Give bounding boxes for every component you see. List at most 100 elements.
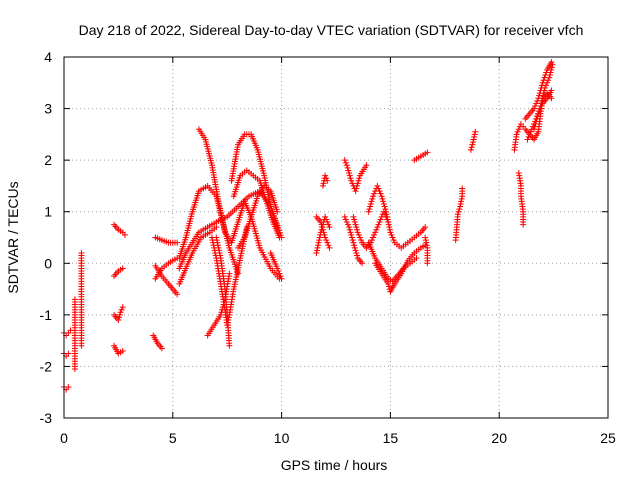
data-point	[350, 239, 357, 246]
data-point	[342, 216, 349, 223]
data-point	[323, 237, 330, 244]
data-point	[158, 345, 165, 352]
data-point	[383, 211, 390, 218]
data-point	[458, 198, 465, 205]
series-track-08	[111, 304, 126, 324]
data-point	[541, 87, 548, 94]
data-point	[355, 231, 362, 238]
y-tick-label: -3	[40, 410, 53, 426]
data-point	[548, 66, 555, 73]
data-point	[226, 270, 233, 277]
series-track-39	[515, 170, 527, 228]
series-track-06	[111, 221, 128, 238]
data-point	[322, 213, 329, 220]
data-point	[365, 208, 372, 215]
data-point	[374, 182, 381, 189]
data-point	[351, 216, 358, 223]
data-point	[278, 275, 285, 282]
series-track-27	[319, 172, 331, 189]
data-point	[348, 177, 355, 184]
data-point	[119, 347, 126, 354]
series-track-24	[267, 249, 285, 282]
data-point	[469, 141, 476, 148]
data-point	[71, 366, 78, 373]
data-point	[546, 74, 553, 81]
data-point	[314, 244, 321, 251]
data-point	[341, 157, 348, 164]
data-point	[514, 128, 521, 135]
data-point	[520, 221, 527, 228]
x-tick-label: 0	[60, 430, 68, 446]
y-tick-label: 2	[44, 152, 52, 168]
data-point	[319, 226, 326, 233]
data-point	[346, 224, 353, 231]
data-point	[534, 113, 541, 120]
data-point	[352, 188, 359, 195]
data-point	[319, 182, 326, 189]
data-point	[353, 249, 360, 256]
data-point	[386, 226, 393, 233]
y-tick-label: 0	[44, 255, 52, 271]
data-point	[375, 221, 382, 228]
series-track-26	[313, 213, 333, 251]
data-point	[214, 242, 221, 249]
data-point	[377, 190, 384, 197]
data-point	[470, 136, 477, 143]
series-track-36	[452, 185, 466, 244]
data-point	[324, 219, 331, 226]
data-point	[318, 221, 325, 228]
series-track-20	[213, 234, 233, 349]
data-point	[540, 92, 547, 99]
data-point	[457, 203, 464, 210]
data-point	[116, 311, 123, 318]
x-tick-label: 25	[600, 430, 616, 446]
data-point	[65, 350, 72, 357]
data-point	[356, 175, 363, 182]
data-point	[537, 105, 544, 112]
data-point	[213, 224, 220, 231]
data-point	[367, 200, 374, 207]
data-point	[356, 234, 363, 241]
data-point	[326, 244, 333, 251]
data-point	[346, 172, 353, 179]
data-point	[540, 90, 547, 97]
data-point	[458, 195, 465, 202]
data-point	[275, 268, 282, 275]
tick-layer: 0 5 10 15 20 25 -3 -2 -1 0 1 2 3 4	[40, 49, 616, 446]
data-point	[274, 265, 281, 272]
data-point	[385, 219, 392, 226]
series-track-21	[228, 131, 281, 231]
data-point	[468, 144, 475, 151]
y-tick-label: 4	[44, 49, 52, 65]
data-point	[470, 139, 477, 146]
marker-layer	[61, 59, 556, 393]
data-point	[354, 229, 361, 236]
series-track-09	[111, 342, 126, 357]
data-point	[382, 206, 389, 213]
data-point	[376, 219, 383, 226]
data-point	[471, 133, 478, 140]
series-track-32	[365, 239, 420, 285]
data-point	[226, 342, 233, 349]
data-point	[385, 283, 392, 290]
x-tick-label: 15	[383, 430, 399, 446]
data-point	[531, 126, 538, 133]
data-point	[358, 237, 365, 244]
data-point	[533, 118, 540, 125]
data-point	[423, 239, 430, 246]
data-point	[532, 121, 539, 128]
data-point	[323, 175, 330, 182]
data-point	[513, 131, 520, 138]
data-point	[119, 265, 126, 272]
series-track-38	[511, 121, 527, 153]
data-point	[545, 77, 552, 84]
data-point	[371, 190, 378, 197]
x-tick-label: 5	[169, 430, 177, 446]
data-point	[457, 200, 464, 207]
data-point	[369, 195, 376, 202]
data-point	[422, 237, 429, 244]
series-track-11	[152, 234, 181, 246]
data-point	[377, 216, 384, 223]
series-track-33	[372, 242, 429, 295]
data-point	[354, 180, 361, 187]
